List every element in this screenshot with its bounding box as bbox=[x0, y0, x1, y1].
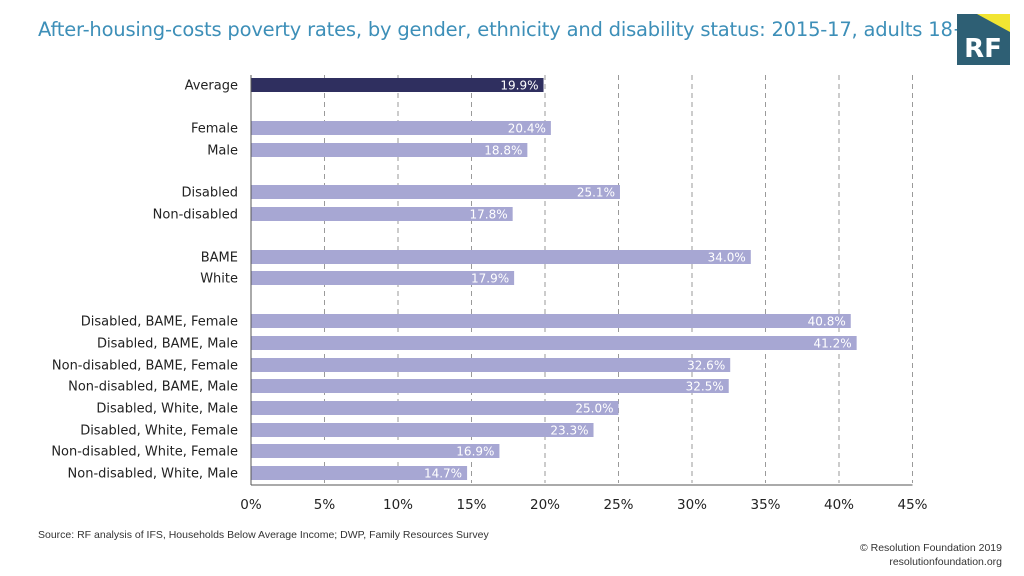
bar-7 bbox=[251, 314, 851, 328]
category-label-10: Non-disabled, BAME, Male bbox=[68, 380, 238, 395]
category-label-4: Non-disabled bbox=[153, 208, 238, 223]
value-label-11: 25.0% bbox=[575, 402, 613, 416]
bar-9 bbox=[251, 358, 731, 372]
bar-4 bbox=[251, 207, 513, 221]
bar-1 bbox=[251, 121, 551, 135]
bar-5 bbox=[251, 250, 751, 264]
value-label-6: 17.9% bbox=[471, 272, 509, 286]
credit-website: resolutionfoundation.org bbox=[889, 556, 1002, 568]
credit-copyright: © Resolution Foundation 2019 bbox=[859, 542, 1002, 554]
category-label-2: Male bbox=[207, 144, 238, 159]
value-label-4: 17.8% bbox=[470, 208, 508, 222]
category-label-12: Disabled, White, Female bbox=[80, 424, 238, 439]
category-label-0: Average bbox=[185, 79, 238, 94]
value-label-8: 41.2% bbox=[814, 337, 852, 351]
value-label-10: 32.5% bbox=[686, 380, 724, 394]
bar-11 bbox=[251, 401, 619, 415]
x-tick-label-40: 40% bbox=[824, 497, 854, 513]
category-label-13: Non-disabled, White, Female bbox=[51, 445, 238, 460]
value-label-0: 19.9% bbox=[500, 79, 538, 93]
chart-title: After-housing-costs poverty rates, by ge… bbox=[38, 18, 1008, 41]
credit-block: © Resolution Foundation 2019 resolutionf… bbox=[860, 541, 1002, 569]
bar-12 bbox=[251, 423, 594, 437]
bar-10 bbox=[251, 379, 729, 393]
x-tick-label-10: 10% bbox=[383, 497, 413, 513]
value-label-2: 18.8% bbox=[484, 144, 522, 158]
value-label-5: 34.0% bbox=[708, 251, 746, 265]
x-tick-label-15: 15% bbox=[456, 497, 486, 513]
bar-0 bbox=[251, 78, 544, 92]
logo-text: RF bbox=[964, 34, 1002, 64]
category-labels: Average Female Male Disabled Non-disabled BAM… bbox=[51, 79, 238, 482]
bar-13 bbox=[251, 444, 500, 458]
x-tick-label-45: 45% bbox=[897, 497, 927, 513]
x-tick-label-30: 30% bbox=[677, 497, 707, 513]
category-label-8: Disabled, BAME, Male bbox=[97, 337, 238, 352]
category-label-3: Disabled bbox=[182, 186, 238, 201]
bar-14 bbox=[251, 466, 468, 480]
value-label-1: 20.4% bbox=[508, 122, 546, 136]
x-tick-label-35: 35% bbox=[750, 497, 780, 513]
value-label-3: 25.1% bbox=[577, 186, 615, 200]
x-tick-label-5: 5% bbox=[314, 497, 336, 513]
bar-8 bbox=[251, 336, 857, 350]
bar-6 bbox=[251, 271, 515, 285]
source-note: Source: RF analysis of IFS, Households B… bbox=[38, 529, 489, 541]
category-label-7: Disabled, BAME, Female bbox=[81, 315, 238, 330]
value-label-12: 23.3% bbox=[550, 424, 588, 438]
value-label-13: 16.9% bbox=[456, 445, 494, 459]
category-label-11: Disabled, White, Male bbox=[96, 402, 238, 417]
x-tick-label-20: 20% bbox=[530, 497, 560, 513]
value-label-9: 32.6% bbox=[687, 359, 725, 373]
category-label-14: Non-disabled, White, Male bbox=[68, 467, 238, 482]
x-tick-label-0: 0% bbox=[240, 497, 262, 513]
value-label-14: 14.7% bbox=[424, 467, 462, 481]
value-label-7: 40.8% bbox=[808, 315, 846, 329]
bar-2 bbox=[251, 143, 528, 157]
x-axis: 0% 5% 10% 15% 20% 25% 30% 35% 40% 45% bbox=[240, 75, 928, 513]
rf-logo: RF bbox=[957, 14, 1010, 65]
bars bbox=[251, 78, 857, 480]
logo-accent bbox=[977, 14, 1010, 32]
bar-3 bbox=[251, 185, 620, 199]
category-label-1: Female bbox=[191, 122, 238, 137]
category-label-9: Non-disabled, BAME, Female bbox=[52, 359, 238, 374]
category-label-6: White bbox=[200, 272, 238, 287]
x-tick-label-25: 25% bbox=[603, 497, 633, 513]
value-labels: 19.9% 20.4% 18.8% 25.1% 17.8% 34.0% 17.9% 40.8%… bbox=[424, 79, 852, 481]
category-label-5: BAME bbox=[201, 251, 238, 266]
